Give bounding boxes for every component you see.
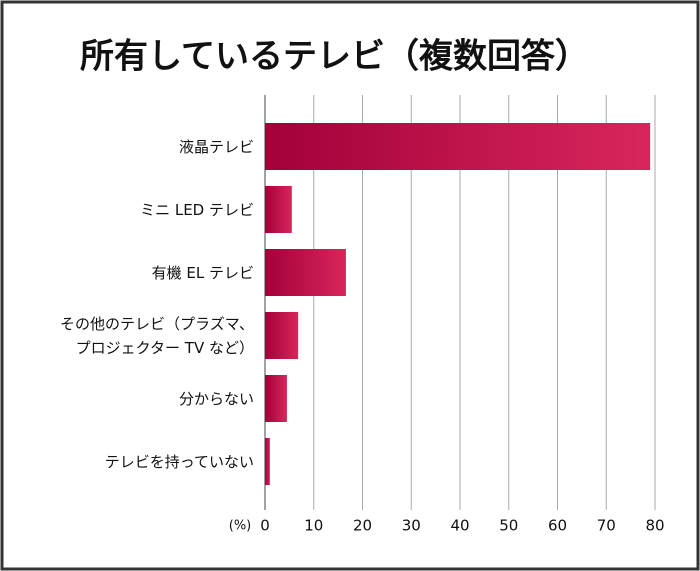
x-axis-label: (%)	[229, 519, 252, 534]
y-tick-label: ミニ LED テレビ	[140, 200, 254, 219]
y-tick-label: 有機 EL テレビ	[151, 263, 254, 282]
x-tick-label: 30	[402, 517, 421, 535]
bar	[265, 249, 346, 296]
bar	[265, 375, 287, 422]
x-tick-label: 10	[304, 517, 323, 535]
x-tick-label: 20	[353, 517, 372, 535]
y-tick-label: その他のテレビ（プラズマ、 プロジェクター TV など）	[60, 314, 254, 357]
bar	[265, 312, 299, 359]
x-tick-label: 40	[450, 517, 469, 535]
x-tick-label: 70	[597, 517, 616, 535]
chart-title: 所有しているテレビ（複数回答）	[80, 37, 589, 77]
bar	[265, 123, 651, 170]
x-tick-label: 80	[645, 517, 664, 535]
x-tick-label: 50	[499, 517, 518, 535]
y-tick-label: テレビを持っていない	[104, 452, 254, 471]
bar	[265, 438, 270, 485]
x-tick-label: 0	[260, 517, 270, 535]
y-tick-label: 分からない	[178, 389, 254, 408]
y-tick-label: 液晶テレビ	[178, 137, 254, 156]
bar	[265, 186, 292, 233]
x-tick-label: 60	[548, 517, 567, 535]
